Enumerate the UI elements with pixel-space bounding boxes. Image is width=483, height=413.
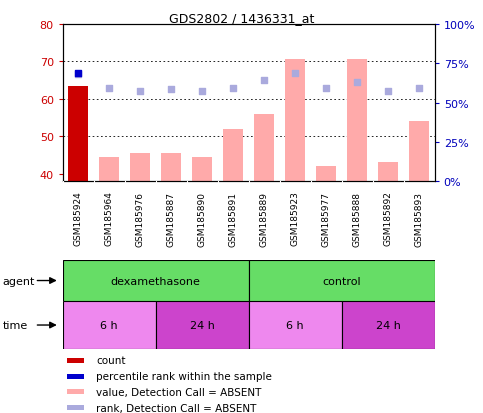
Point	[354, 79, 361, 86]
Text: control: control	[323, 276, 361, 286]
Text: GSM185889: GSM185889	[260, 191, 269, 246]
Bar	[378, 163, 398, 182]
Point	[74, 72, 82, 78]
Point	[260, 78, 268, 84]
Bar	[67, 405, 85, 411]
Bar	[68, 86, 88, 182]
Bar	[249, 260, 435, 301]
Bar	[67, 374, 85, 379]
Bar	[409, 122, 429, 182]
Text: GSM185923: GSM185923	[291, 191, 300, 246]
Text: GSM185891: GSM185891	[229, 191, 238, 246]
Point	[415, 85, 423, 92]
Point	[199, 89, 206, 95]
Text: 24 h: 24 h	[190, 320, 215, 330]
Point	[105, 85, 113, 92]
Text: GSM185888: GSM185888	[353, 191, 362, 246]
Point	[384, 89, 392, 95]
Bar	[223, 129, 243, 182]
Text: dexamethasone: dexamethasone	[111, 276, 201, 286]
Bar	[63, 260, 249, 301]
Bar	[342, 301, 435, 349]
Text: time: time	[2, 320, 28, 330]
Text: rank, Detection Call = ABSENT: rank, Detection Call = ABSENT	[96, 403, 256, 413]
Text: GSM185887: GSM185887	[167, 191, 176, 246]
Text: 24 h: 24 h	[376, 320, 401, 330]
Text: GSM185964: GSM185964	[105, 191, 114, 246]
Text: 6 h: 6 h	[100, 320, 118, 330]
Point	[168, 87, 175, 93]
Bar	[156, 301, 249, 349]
Bar	[254, 114, 274, 182]
Bar	[161, 154, 181, 182]
Bar	[347, 60, 367, 182]
Text: GSM185890: GSM185890	[198, 191, 207, 246]
Bar	[192, 157, 213, 182]
Text: percentile rank within the sample: percentile rank within the sample	[96, 372, 272, 382]
Point	[291, 70, 299, 77]
Text: value, Detection Call = ABSENT: value, Detection Call = ABSENT	[96, 387, 262, 397]
Text: GSM185976: GSM185976	[136, 191, 145, 246]
Text: agent: agent	[2, 276, 35, 286]
Bar	[63, 301, 156, 349]
Text: count: count	[96, 356, 126, 366]
Bar	[99, 157, 119, 182]
Bar	[316, 167, 336, 182]
Text: GDS2802 / 1436331_at: GDS2802 / 1436331_at	[169, 12, 314, 25]
Bar	[249, 301, 342, 349]
Text: GSM185893: GSM185893	[415, 191, 424, 246]
Point	[136, 89, 144, 95]
Text: GSM185892: GSM185892	[384, 191, 393, 246]
Point	[229, 85, 237, 92]
Bar	[67, 389, 85, 394]
Text: 6 h: 6 h	[286, 320, 304, 330]
Bar	[130, 154, 150, 182]
Bar	[67, 358, 85, 363]
Point	[74, 70, 82, 77]
Text: GSM185977: GSM185977	[322, 191, 331, 246]
Text: GSM185924: GSM185924	[74, 191, 83, 246]
Point	[322, 85, 330, 92]
Bar	[285, 60, 305, 182]
